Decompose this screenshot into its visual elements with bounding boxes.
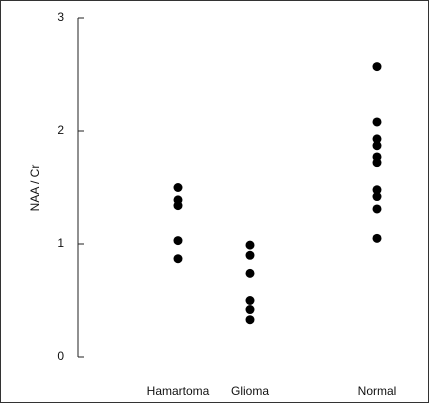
data-point [245,315,255,325]
data-point [173,183,183,192]
y-tick-label: 1 [57,236,64,250]
data-point [372,134,382,144]
x-tick-label: Hamartoma [147,384,210,398]
y-tick-label: 3 [57,10,64,24]
y-tick-label: 0 [57,349,64,363]
data-point [173,201,183,211]
data-point [372,185,382,195]
x-tick-label: Glioma [231,384,269,398]
data-point [245,305,255,315]
x-tick-label: Normal [358,384,397,398]
data-point [245,268,255,278]
data-point [372,204,382,214]
data-point [173,236,183,246]
data-point [372,62,382,72]
data-point [245,250,255,260]
y-tick-label: 2 [57,123,64,137]
data-point [372,117,382,127]
data-point [245,296,255,305]
y-axis-label: NAA / Cr [28,165,42,212]
data-point [173,254,183,264]
data-point [372,192,382,202]
data-point [245,240,255,250]
data-point [372,158,382,168]
data-point [372,141,382,151]
data-point [372,233,382,243]
